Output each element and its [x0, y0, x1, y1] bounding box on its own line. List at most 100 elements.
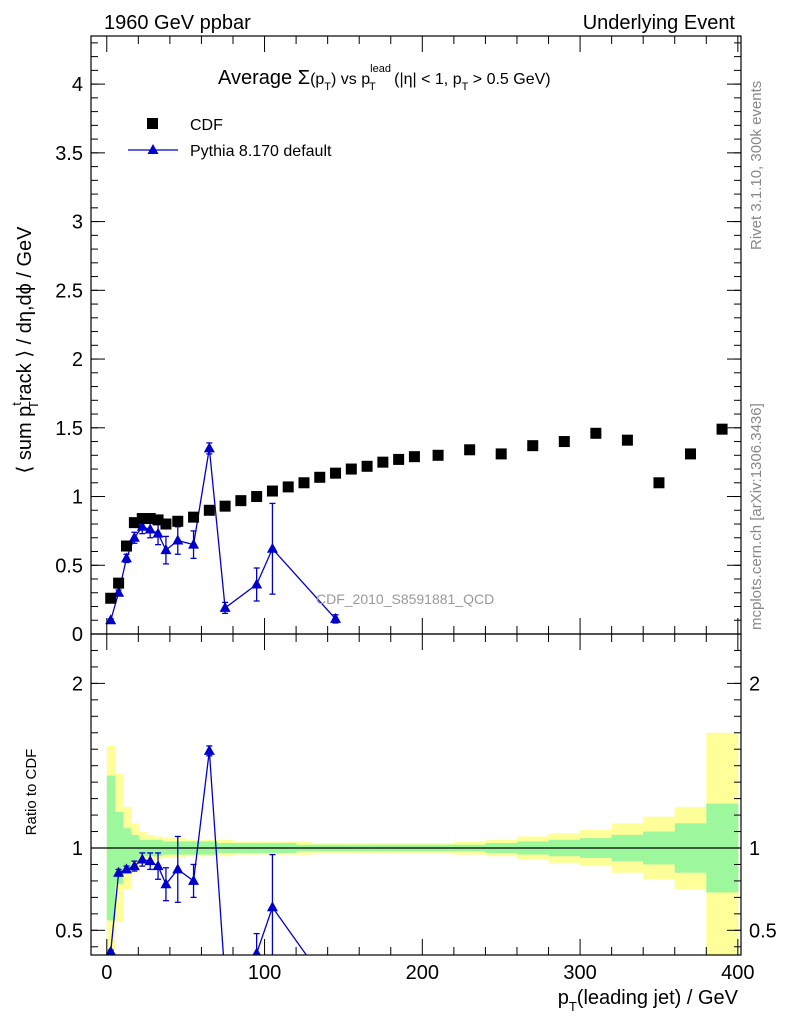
pythia-point: [219, 601, 231, 612]
ratio-point: [152, 860, 164, 871]
ratio-line: [110, 750, 308, 955]
ratio-panel-axes: 0.5 0.5 1 1 2 2 0 100 200 300 400: [55, 634, 777, 984]
cdf-point: [251, 491, 263, 503]
title-part-c: ) vs p: [331, 71, 370, 88]
cdf-point: [128, 517, 140, 529]
title-part-d: (|η| < 1, p: [390, 71, 462, 88]
ratio-panel: 0.5 0.5 1 1 2 2 0 100 200 300 400 Ratio to CDF pT(…: [23, 633, 777, 1014]
rivet-label: Rivet 3.1.10, 300k events: [748, 81, 765, 250]
cdf-point: [188, 511, 200, 523]
pythia-point: [152, 527, 164, 538]
pythia-point: [128, 531, 140, 542]
cdf-point: [282, 481, 294, 493]
cdf-point: [298, 477, 310, 489]
pythia-point: [136, 520, 148, 531]
ratio-point: [113, 866, 125, 877]
ylabel-sub: T: [26, 401, 41, 409]
legend-pythia-label: Pythia 8.170 default: [190, 143, 332, 160]
cdf-point: [345, 463, 357, 475]
main-panel-axes: 0 0.5 1 1.5 2 2.5 3 3.5 4: [55, 36, 741, 646]
title-sub3: T: [462, 81, 469, 93]
ylabel-part-b: rack ⟩ / dη,dϕ / GeV: [14, 226, 36, 401]
title-sub1: T: [324, 81, 331, 93]
ratio-y-tick-label-right: 0.5: [749, 920, 777, 942]
title-sup: lead: [370, 63, 391, 75]
ratio-point: [188, 874, 200, 885]
header-left: 1960 GeV ppbar: [104, 12, 251, 34]
x-tick-label: 300: [563, 962, 596, 984]
title-sub2: T: [369, 81, 376, 93]
cdf-point: [120, 540, 132, 552]
cdf-point: [136, 513, 148, 525]
cdf-point: [621, 434, 633, 446]
main-y-tick-label: 0: [72, 624, 83, 646]
ratio-point: [128, 860, 140, 871]
ratio-panel-marks: [105, 744, 308, 955]
ratio-point: [105, 945, 116, 955]
x-tick-label: 200: [406, 962, 439, 984]
cdf-point: [527, 440, 539, 452]
cdf-point: [113, 577, 125, 589]
cdf-point: [105, 592, 117, 604]
title-part-e: > 0.5 GeV): [468, 71, 550, 88]
ratio-point: [172, 863, 184, 874]
ratio-y-axis-label: Ratio to CDF: [23, 749, 40, 836]
cdf-point: [144, 513, 156, 525]
xlabel-sub: T: [569, 999, 577, 1014]
pythia-point: [251, 578, 263, 589]
ylabel-sup: t: [9, 402, 24, 406]
pythia-point: [160, 544, 172, 555]
cdf-point: [558, 436, 570, 448]
ratio-point: [266, 901, 278, 912]
cdf-point: [495, 448, 507, 460]
cdf-point: [235, 495, 247, 507]
main-panel: CDF_2010_S8591881_QCD Average Σ(pT) vs p…: [9, 35, 742, 646]
pythia-point: [144, 523, 156, 534]
main-y-tick-label: 3: [72, 212, 83, 234]
cdf-point: [152, 514, 164, 526]
cdf-point: [314, 471, 326, 483]
ylabel-part-a: ⟨ sum p: [14, 406, 36, 474]
title-part-b: (p: [310, 71, 324, 88]
cdf-point: [408, 451, 420, 463]
cdf-point: [685, 448, 697, 460]
cdf-point: [172, 515, 184, 527]
main-y-tick-label: 2.5: [55, 280, 83, 302]
ratio-y-tick-label: 0.5: [55, 920, 83, 942]
cdf-point: [464, 444, 476, 456]
title-part-a: Average: [218, 67, 298, 89]
main-panel-marks: [105, 423, 728, 625]
cdf-point: [716, 423, 728, 435]
main-title: Average Σ(pT) vs plead T (|η| < 1, pT > 0…: [218, 63, 551, 93]
ratio-point: [160, 878, 172, 889]
x-axis-label: pT(leading jet) / GeV: [558, 987, 739, 1014]
mcplots-label: mcplots.cern.ch [arXiv:1306.3436]: [748, 403, 765, 630]
analysis-watermark: CDF_2010_S8591881_QCD: [316, 591, 494, 607]
main-y-tick-label: 1.5: [55, 418, 83, 440]
x-tick-label: 0: [101, 962, 112, 984]
pythia-point: [203, 442, 215, 453]
legend-cdf-marker: [147, 118, 158, 129]
xlabel-part-a: p: [558, 987, 569, 1009]
x-tick-label: 400: [721, 962, 754, 984]
cdf-point: [377, 456, 389, 468]
ratio-point: [144, 855, 156, 866]
pythia-line: [110, 448, 337, 621]
ratio-point: [120, 863, 132, 874]
ratio-point: [136, 853, 148, 864]
ratio-panel-frame: [90, 633, 742, 956]
pythia-point: [105, 614, 117, 625]
cdf-point: [160, 518, 172, 530]
main-y-axis-label: ⟨ sum pt Track ⟩ / dη,dϕ / GeV: [9, 226, 41, 474]
pythia-point: [266, 542, 278, 553]
cdf-point: [432, 449, 444, 461]
header-right: Underlying Event: [583, 12, 736, 34]
cdf-point: [219, 500, 231, 512]
ratio-series: [105, 744, 308, 955]
main-y-tick-label: 4: [72, 74, 83, 96]
ratio-point: [252, 947, 261, 955]
xlabel-part-b: (leading jet) / GeV: [577, 987, 739, 1009]
main-panel-frame: [90, 35, 742, 635]
main-y-tick-label: 3.5: [55, 143, 83, 165]
